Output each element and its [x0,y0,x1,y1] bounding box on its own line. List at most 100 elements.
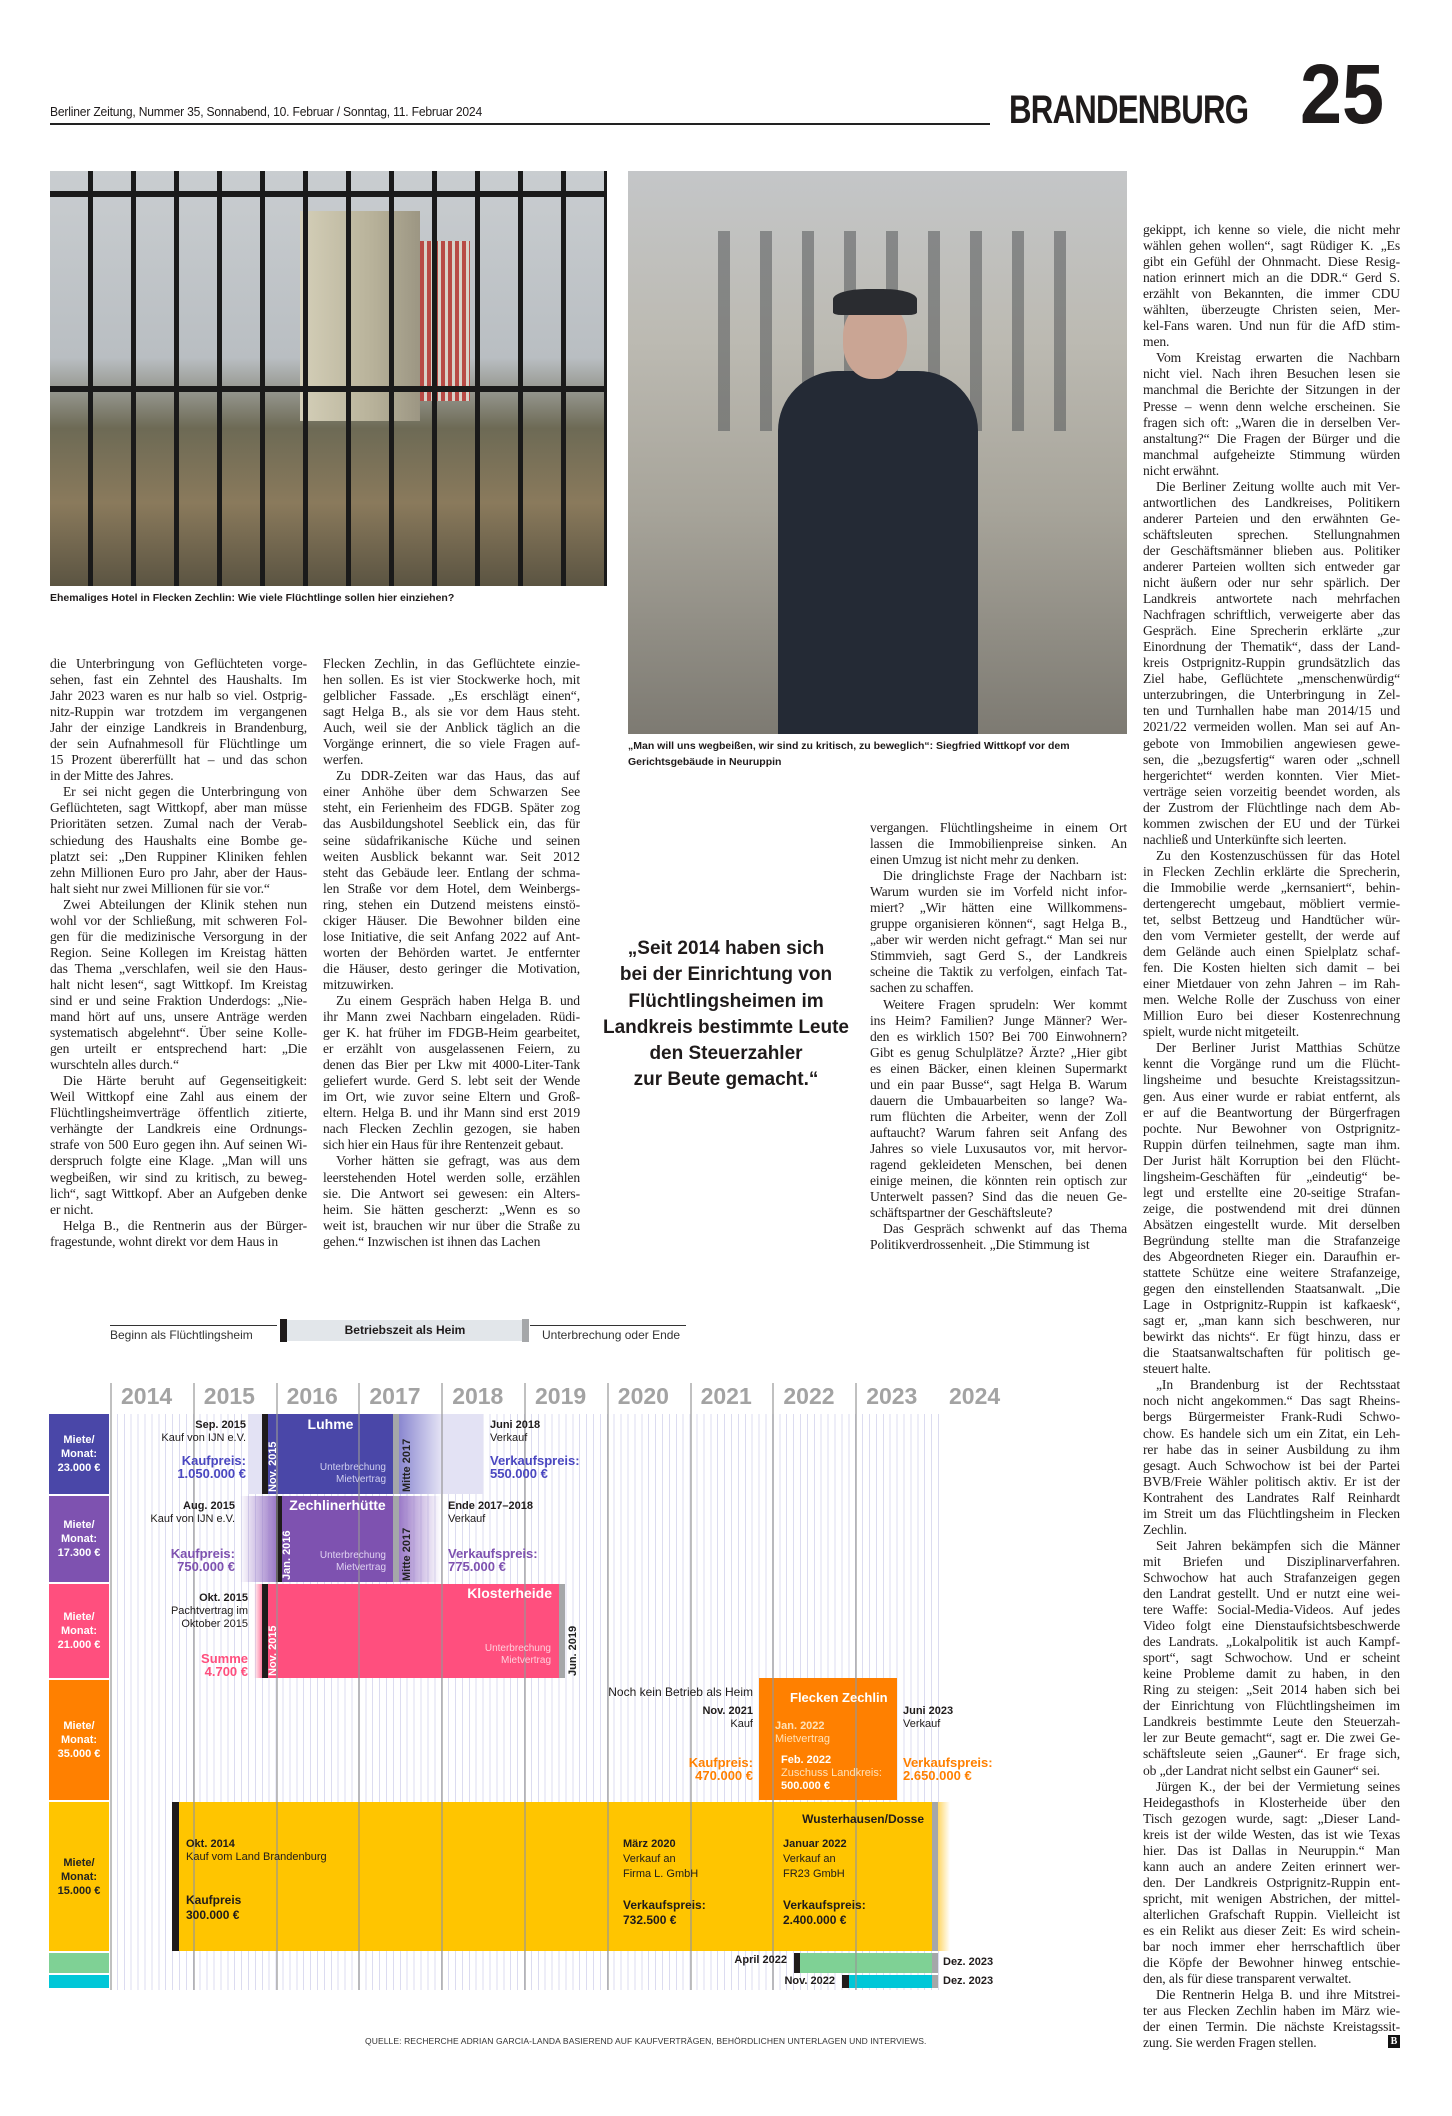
source-note: QUELLE: RECHERCHE ADRIAN GARCIA-LANDA BA… [365,2036,927,2046]
text-line: nicht viel. Nach ihren Besuchen lesen si… [1143,366,1400,382]
green-stop-marker [932,1953,938,1973]
text-line: zeige, die postwendend mit drei dünnen [1143,1200,1400,1216]
text-line: gibt ein Gefühl der Ohnmacht. Diese Resi… [1143,254,1400,270]
flecken-zechlin-name: Flecken Zechlin [790,1690,888,1705]
text-line: kommen zwischen der EU und der Türkei [1143,815,1400,831]
text-line: Auch, weil sie der Anblick täglich an di… [323,720,580,736]
text-line: chow. Es handele sich um ein Zitat, ein … [1143,1425,1400,1441]
wusterhausen-stop-marker [932,1802,938,1951]
text-line: im Ort, wie zuvor seine Eltern und Groß- [323,1089,580,1105]
text-line: Begründung stellte man die Strafanzeige [1143,1232,1400,1248]
text-line: einen Umzug ist nicht mehr zu denken. [870,852,1079,868]
text-line: Region. Seine Kollegen im Kreistag hätte… [50,944,307,960]
text-line: wurschteln alles durch.“ [50,1057,179,1073]
text-line: kann auch an andere Zeiten erinnert wer- [1143,1858,1400,1874]
cyan-stop-marker [932,1975,938,1988]
text-line: manchmal aufgeheizte Stimmung würden [1143,446,1400,462]
flecken-zechlin-note: Noch kein Betrieb als Heim [608,1685,753,1699]
text-line: wohl vor der Schließung, mit schweren Fo… [50,912,307,928]
text-line: kreis Ostprignitz-Ruppin grundsätzlich d… [1143,655,1400,671]
zechlinerhuette-buy-price: Kaufpreis: 750.000 € [170,1546,235,1574]
text-line: heim. Sie hätten gescherzt: „Wenn es so [323,1201,580,1217]
caption-line: Gerichtsgebäude in Neuruppin [628,756,782,768]
rent-label-cyan [49,1975,109,1988]
text-line: gen urteilt er entsprechend hart: „Die [50,1041,307,1057]
text-line: gelblicher Fassade. „Es erschlägt einen“… [323,688,580,704]
text-line: Landkreis antwortete nach mehrfachen [1143,591,1400,607]
text-line: „In Brandenburg ist der Rechtsstaat [1156,1377,1400,1393]
text-line: Zechlin. [1143,1521,1187,1537]
text-line: das Ausbildungshotel Seeblick ein, das f… [323,816,580,832]
text-line: hier. Das ist Dallas in Neuruppin.“ Man [1143,1842,1400,1858]
text-line: sachen zu schaffen. [870,980,974,996]
text-line: Zwei Abteilungen der Klinik stehen nun [63,896,307,912]
flecken-zechlin-grant: Feb. 2022 Zuschuss Landkreis: 500.000 € [781,1754,882,1792]
text-line: ihr Mann zwei Nachbarn eingeladen. Rüdi- [323,1009,580,1025]
text-line: und ein paar Busse“, sagt Helga B. Warum [870,1076,1127,1092]
article-column-4: gekippt, ich kenne so viele, die nicht m… [1143,222,1400,2051]
text-line: Zu einem Gespräch haben Helga B. und [336,992,580,1008]
text-line: des Abgeordneten Rieger ein. Daraufhin e… [1143,1249,1400,1264]
text-line: lich“, sagt Wittkopf. Aber an Aufgeben d… [50,1185,307,1201]
text-line: des Landrats. „Lokalpolitik ist auch Kam… [1143,1634,1400,1650]
page-number: 25 [1300,47,1385,141]
text-line: alterlichen Grafschaft Ruppin. Vielleich… [1143,1906,1400,1922]
text-line: kennt die Vorgänge rund um die Flücht- [1143,1056,1400,1072]
text-line: manchmal die Berichte der Sitzungen in d… [1143,382,1400,398]
year-label: 2014 [121,1383,173,1409]
year-label: 2024 [949,1383,1001,1409]
text-line: miert? „Wir hätten eine Willkommens- [870,900,1127,916]
green-bar [800,1953,936,1973]
text-line: Lage in Ostprignitz-Ruppin ist kafkaesk“… [1143,1297,1400,1313]
wusterhausen-buy: Okt. 2014 Kauf vom Land Brandenburg [186,1838,327,1863]
legend-arrow-right [110,1325,277,1326]
wusterhausen-bar [179,1802,932,1951]
zechlinerhuette-name: Zechlinerhütte [289,1497,386,1513]
text-line: Er sei nicht gegen die Unterbringung von [63,784,307,800]
year-label: 2021 [700,1383,752,1409]
text-line: sport“, sagt Schwochow. Und er scheint [1143,1650,1400,1666]
text-line: mitzuwirken. [323,976,394,992]
text-line: BVB/Freie Wähler politisch aktiv. Er ist… [1143,1473,1400,1489]
text-line: Weitere Fragen sprudeln: Wer kommt [883,996,1127,1012]
year-label: 2015 [203,1383,255,1409]
text-line: sind er und seine Fraktion Underdogs: „N… [50,992,307,1008]
year-label: 2022 [783,1383,835,1409]
zechlinerhuette-sell: Ende 2017–2018 Verkauf [448,1500,534,1525]
text-line: schäftsleuten sprechen. Stellungnahmen [1143,526,1400,542]
legend-end: Unterbrechung oder Ende [542,1328,681,1342]
text-line: ring, stehen ein Dutzend meistens einstö… [323,896,580,912]
text-line: Schwochow hat auch Strafanzeigen gegen [1143,1569,1400,1585]
text-line: Zu DDR-Zeiten war das Haus, das auf [336,768,580,784]
text-line: weiten Ausblick bekannt war. Seit 2012 [323,848,580,864]
text-line: er auf die Beantwortung der Bürgerfragen [1143,1104,1400,1120]
section-title: BRANDENBURG [1009,88,1249,132]
klosterheide-stop: Jun. 2019 [567,1625,579,1676]
person-body [778,371,978,734]
legend-start-marker [280,1319,287,1342]
zechlinerhuette-stop: Mitte 2017 [401,1527,413,1581]
wusterhausen-name: Wusterhausen/Dosse [802,1812,924,1826]
fence-bars [50,171,607,586]
luhme-sell: Juni 2018 Verkauf [490,1419,541,1444]
text-line: die Immobilie werde „kernsaniert“, behin… [1143,879,1400,895]
text-line: einige meinen, die könnten rein optisch … [870,1173,1127,1189]
text-line: stattete Schütze eine weitere Strafanzei… [1143,1265,1400,1281]
text-line: die Köpfe der Bewohner hinweg entschie- [1143,1955,1400,1971]
text-line: Jahr 2023 waren es nur halb so viel. Ost… [50,688,307,704]
legend-start: Beginn als Flüchtlingsheim [110,1328,253,1342]
text-line: noch nicht angekommen.“ Das sagt Rheins- [1143,1393,1400,1409]
text-line: in Flecken Zechlin erklärte die Sprecher… [1143,863,1400,879]
luhme-start: Nov. 2015 [267,1441,279,1492]
text-line: Tisch gezogen wurde, sagt: „Dieser Land- [1143,1810,1400,1826]
text-line: lose Initiative, die seit Anfang 2022 au… [323,928,580,944]
article-column-2: Flecken Zechlin, in das Geflüchtete einz… [323,656,580,1250]
photo-caption: Ehemaliges Hotel in Flecken Zechlin: Wie… [50,592,455,604]
article-column-3: vergangen. Flüchtlingsheime in einem Ort… [870,820,1127,1253]
text-line: ler zur Beute gemacht“, sagt er. Die zwe… [1143,1730,1400,1746]
text-line: pochte. Nur Bewohner von Ostprignitz- [1143,1120,1400,1136]
text-line: lassen die Immobilienpreise sinken. An [870,836,1127,852]
text-line: tet, selbst Bettzeug und Handtücher wür- [1143,912,1400,928]
text-line: len Straße vor dem Hotel, dem Weinbergs- [323,880,580,896]
text-line: er nicht. [50,1201,94,1217]
